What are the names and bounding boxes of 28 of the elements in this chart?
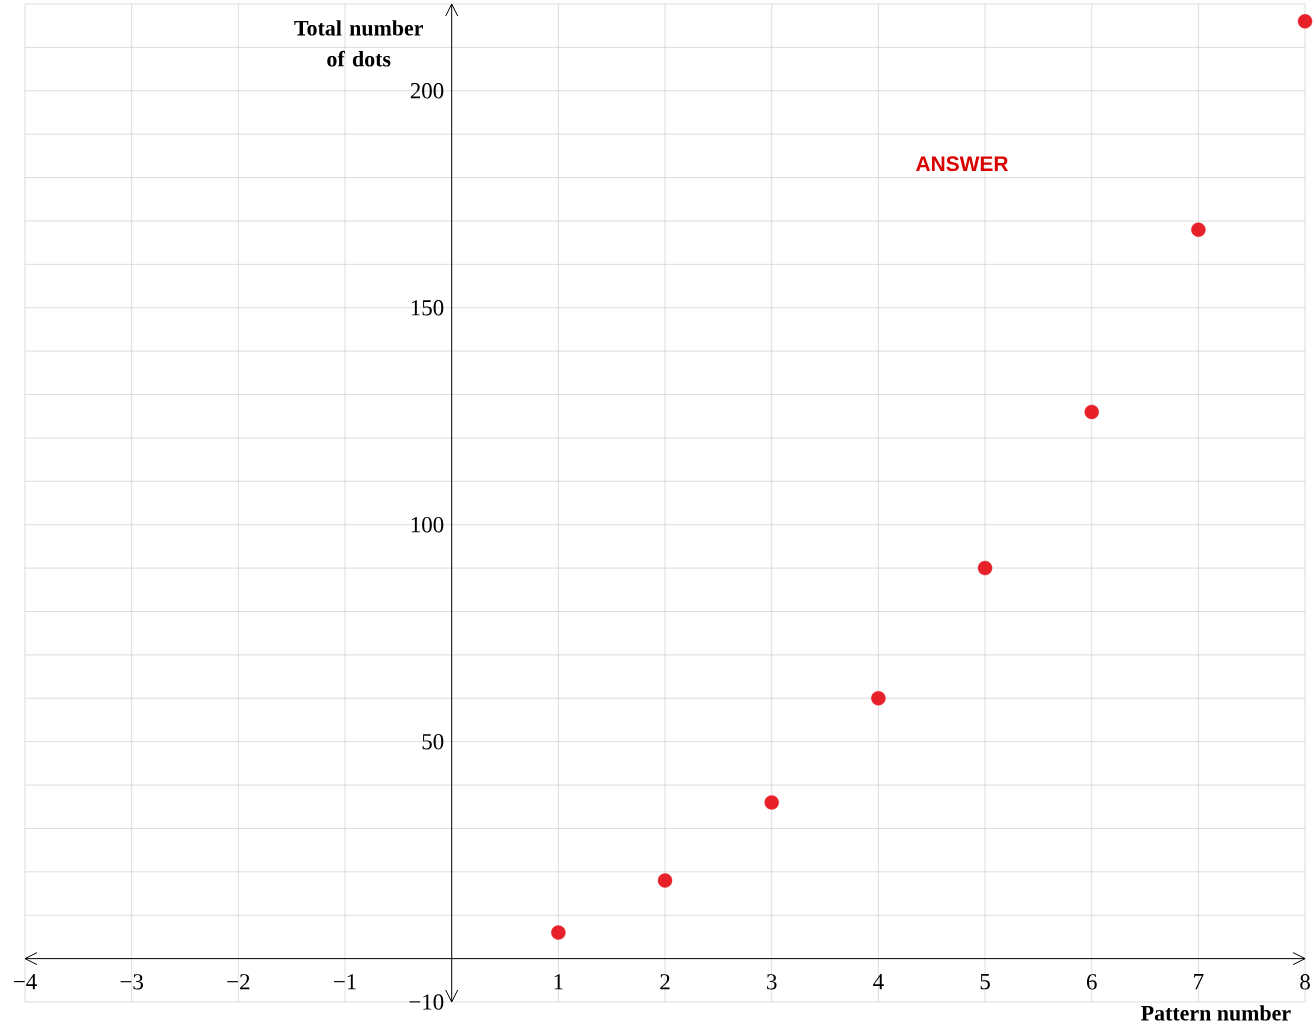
y-axis-title: Total number of dots	[294, 20, 423, 67]
y-tick-label: −10	[409, 994, 444, 1010]
x-tick-label: 8	[1300, 974, 1310, 990]
point	[871, 691, 886, 706]
x-tick-label: 2	[660, 974, 670, 990]
x-axis-title: Pattern number	[1141, 1005, 1291, 1021]
point	[1191, 222, 1206, 237]
point	[551, 925, 566, 940]
point	[657, 873, 673, 888]
x-tick-label: −3	[120, 974, 143, 990]
x-tick-label: 7	[1194, 974, 1204, 990]
y-tick-label: 50	[422, 733, 444, 750]
x-tick-label: 6	[1086, 974, 1097, 990]
y-tick-label: 150	[411, 300, 444, 316]
y-tick-label: 100	[411, 516, 444, 533]
annotation: ANSWER	[916, 156, 1009, 172]
x-tick-label: −1	[333, 974, 356, 990]
x-tick-label: 1	[554, 974, 563, 990]
x-tick-label: −2	[227, 974, 250, 990]
x-tick-label: 5	[980, 974, 990, 990]
point	[1084, 404, 1099, 420]
x-tick-label: −4	[13, 974, 37, 990]
point	[764, 795, 779, 810]
y-tick-label: 200	[410, 83, 444, 99]
x-tick-label: 4	[873, 974, 884, 990]
point	[977, 560, 993, 576]
point	[1297, 14, 1313, 29]
x-tick-label: 3	[767, 974, 777, 990]
